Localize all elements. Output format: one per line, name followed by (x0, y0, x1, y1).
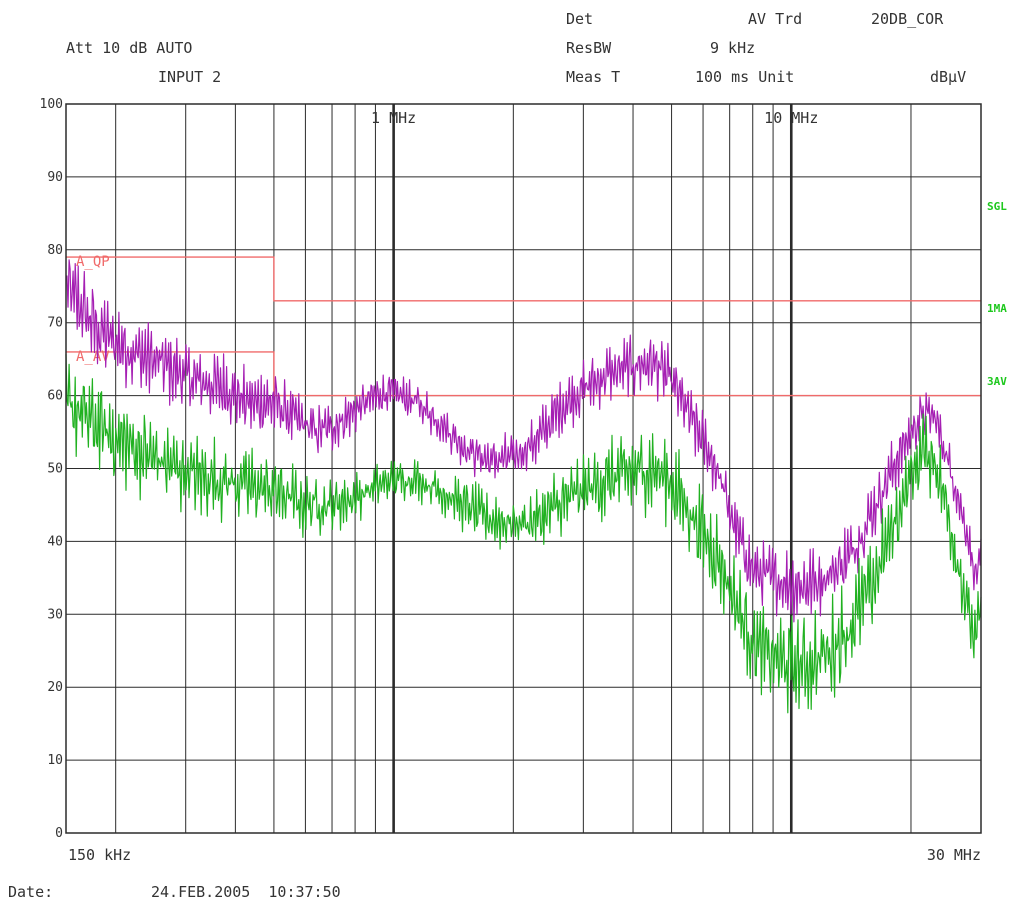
limit-line-label: A_AV (76, 349, 110, 365)
date-value: 24.FEB.2005 10:37:50 (151, 883, 341, 901)
limit-line (66, 256, 981, 302)
x-tick-label: 1 MHz (371, 109, 416, 127)
x-tick-label: 10 MHz (764, 109, 818, 127)
meas-time-label: Meas T (566, 68, 621, 86)
y-tick-label: 100 (40, 97, 63, 112)
green-trace (65, 354, 982, 714)
date-label: Date: (8, 883, 54, 901)
right-marker-label: 3AV (987, 375, 1007, 388)
correction-label: 20DB_COR (871, 10, 944, 28)
y-tick-label: 10 (47, 753, 63, 768)
resbw-value: 9 kHz (710, 39, 756, 57)
plot-frame (65, 103, 982, 834)
det-value: AV Trd (748, 10, 803, 28)
y-tick-label: 30 (47, 607, 63, 622)
limit-line-label: A_QP (76, 254, 110, 270)
y-tick-label: 50 (47, 462, 63, 477)
y-tick-label: 0 (55, 826, 63, 841)
y-tick-label: 90 (47, 170, 63, 185)
y-tick-label: 40 (47, 534, 63, 549)
unit-label: dBμV (930, 68, 967, 86)
axis-labels: 0 10 20 30 40 50 60 70 80 90 100 1 MHz 10 MHz 150 kHz… (40, 97, 1008, 864)
purple-trace (65, 259, 982, 623)
y-tick-label: 70 (47, 316, 63, 331)
y-tick-label: 20 (47, 680, 63, 695)
y-tick-label: 80 (47, 243, 63, 258)
resbw-label: ResBW (566, 39, 612, 57)
traces (65, 259, 982, 714)
y-tick-label: 60 (47, 389, 63, 404)
x-start-label: 150 kHz (68, 846, 131, 864)
meas-time-value: 100 ms Unit (695, 68, 795, 86)
input-label: INPUT 2 (158, 68, 222, 86)
right-marker-label: 1MA (987, 302, 1007, 315)
attenuation-label: Att 10 dB AUTO (66, 39, 193, 57)
x-end-label: 30 MHz (927, 846, 981, 864)
right-marker-label: SGL (987, 200, 1007, 213)
det-label: Det (566, 10, 594, 28)
